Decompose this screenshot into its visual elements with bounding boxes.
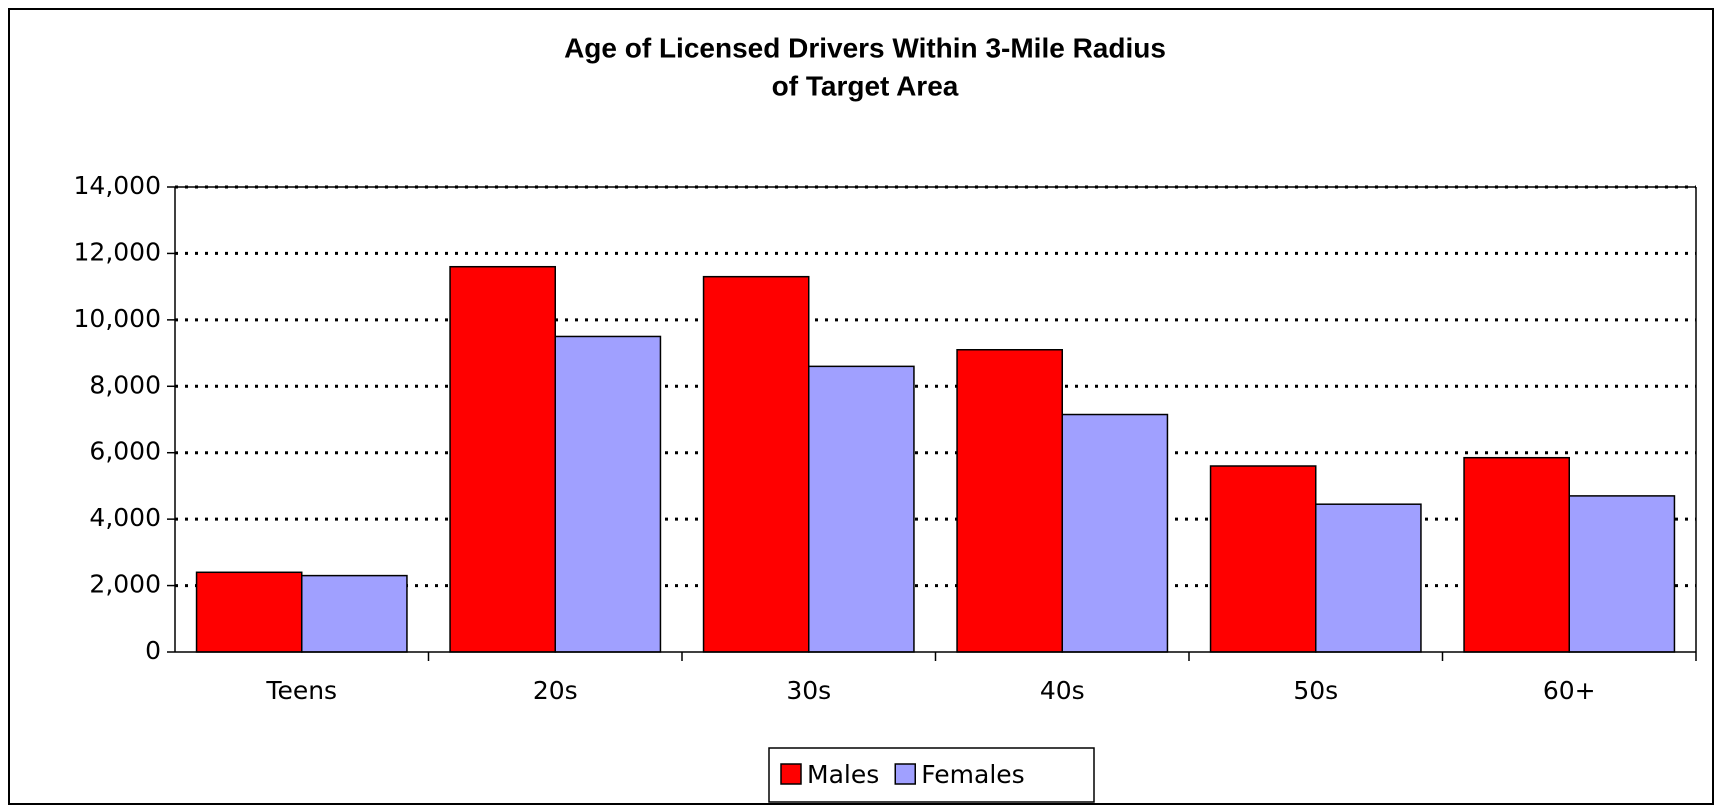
chart-title: of Target Area (772, 70, 959, 101)
y-tick-label: 6,000 (89, 437, 161, 466)
bar (1061, 413, 1169, 653)
x-tick-label: 20s (533, 676, 578, 705)
legend-swatch (780, 763, 802, 785)
bar (702, 275, 810, 653)
y-tick-label: 8,000 (89, 370, 161, 399)
x-tick-label: 30s (786, 676, 831, 705)
bar (1463, 456, 1570, 653)
legend-label: Males (807, 760, 879, 789)
legend-box (768, 747, 1095, 803)
y-tick-label: 2,000 (89, 570, 161, 599)
x-tick-label: 50s (1293, 676, 1338, 705)
y-tick-label: 12,000 (74, 237, 161, 266)
bar (1315, 503, 1422, 653)
legend-label: Females (921, 760, 1024, 789)
bar (301, 574, 408, 653)
bar (1568, 495, 1676, 653)
bar (808, 365, 915, 653)
bar (956, 349, 1063, 653)
legend-swatch (894, 763, 916, 785)
bar (554, 335, 662, 653)
y-tick-label: 0 (145, 636, 161, 665)
bar (449, 265, 556, 653)
y-tick-label: 14,000 (74, 171, 161, 200)
x-tick-label: 40s (1040, 676, 1085, 705)
bar (195, 571, 303, 653)
y-tick-label: 10,000 (74, 304, 161, 333)
x-tick-label: 60+ (1543, 676, 1596, 705)
chart-title: Age of Licensed Drivers Within 3-Mile Ra… (564, 32, 1166, 63)
bar (1209, 465, 1317, 653)
y-tick-label: 4,000 (89, 503, 161, 532)
x-tick-label: Teens (265, 676, 337, 705)
